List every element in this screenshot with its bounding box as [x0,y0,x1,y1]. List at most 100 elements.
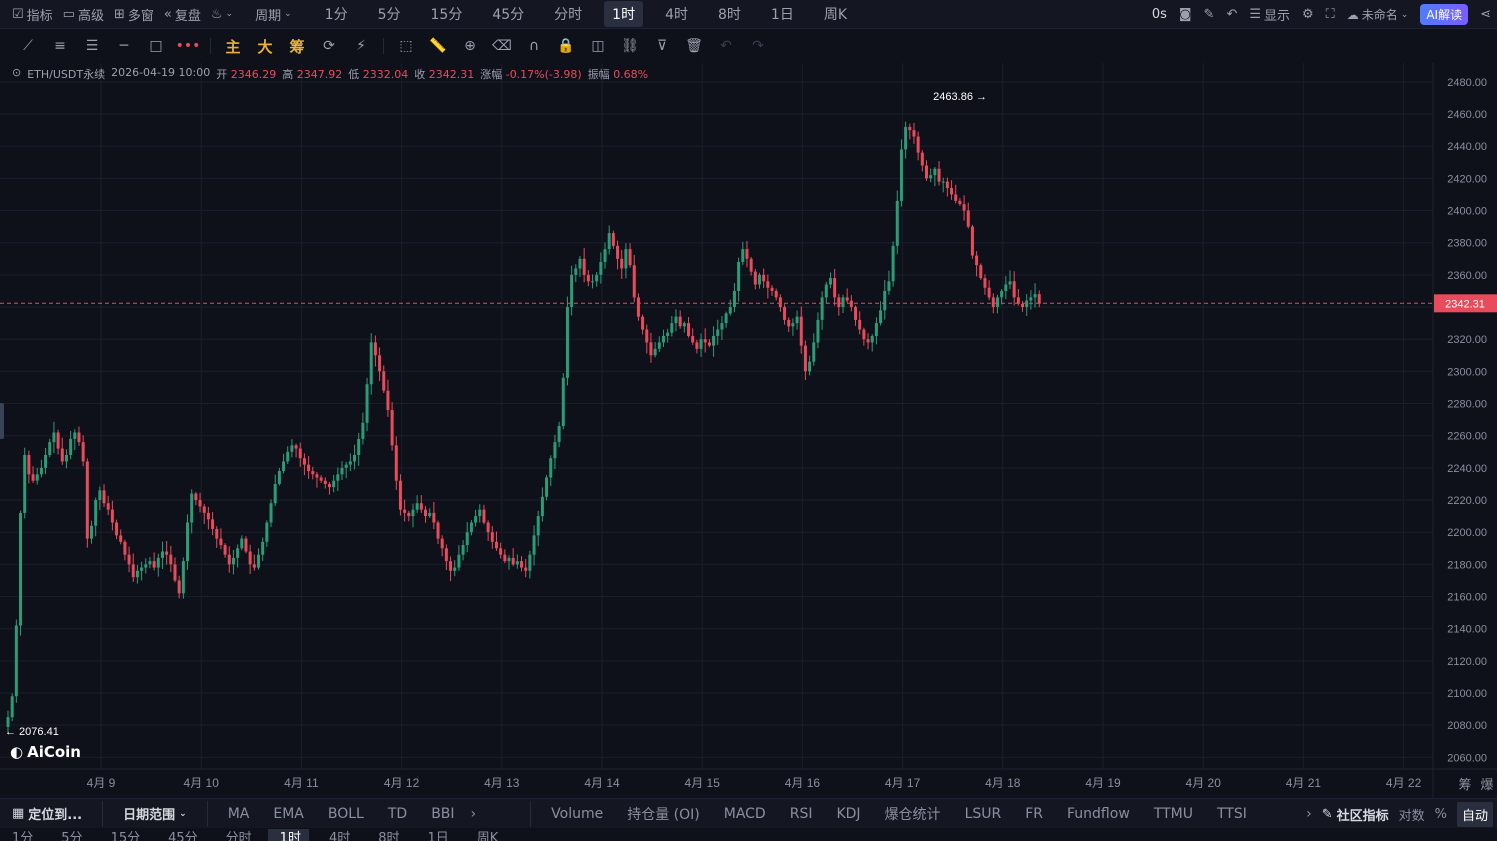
indicator-ema[interactable]: EMA [273,805,304,822]
indicator-fundflow[interactable]: Fundflow [1067,805,1130,822]
period2-week[interactable]: 周K [476,831,499,841]
indicator-lsur[interactable]: LSUR [964,805,1002,822]
replay-button[interactable]: «复盘 [163,6,201,24]
main-force-tool[interactable]: 主 [225,37,241,56]
cycle-icon[interactable]: ⟳ [323,38,335,54]
indicator-macd[interactable]: MACD [723,805,766,822]
magnet-icon[interactable]: ∩ [528,38,540,54]
zoom-icon[interactable]: ⊕ [464,38,476,54]
settings-icon[interactable]: ⚙ [1302,7,1314,22]
indicator-td[interactable]: TD [387,805,408,822]
big-order-tool[interactable]: 大 [257,37,273,56]
candle-body [10,696,14,718]
period-timeline[interactable]: 分时 [554,7,583,23]
candlestick-chart[interactable]: 2480.00 2460.00 2440.00 2420.00 2400.00 2380.… [0,63,1497,798]
indicator-kdj[interactable]: KDJ [836,805,861,822]
display-button[interactable]: ☰ 显示 [1249,7,1291,24]
layout-name-button[interactable]: ☁ 未命名 ⌄ [1346,7,1409,23]
indicator-rsi[interactable]: RSI [789,805,813,822]
candle-body [532,535,536,555]
axis-extra-label[interactable]: 爆 [1480,778,1493,793]
indicator-bbi[interactable]: BBI [431,805,455,822]
chevron-right-icon[interactable]: › [470,805,477,822]
candle-type-button[interactable]: ♨ ⌄ [211,7,233,22]
ruler-icon[interactable]: 📏 [429,38,447,54]
period2-5m[interactable]: 5分 [61,831,83,841]
period2-8h[interactable]: 8时 [378,831,400,841]
date-range-button[interactable]: 日期范围 ⌄ [123,808,187,823]
period-8h[interactable]: 8时 [718,7,741,23]
horizontal-lines-icon[interactable]: ☰ [85,38,99,54]
parallel-lines-icon[interactable]: ≡ [54,38,66,54]
undo-layout-icon[interactable]: ↶ [1226,7,1238,22]
camera-icon[interactable]: ◙ [1178,7,1192,22]
candle-body [273,483,277,504]
candle-body [657,342,661,349]
magic-icon[interactable]: ⚡ [356,38,366,54]
percent-scale-toggle[interactable]: % [1434,806,1447,822]
rectangle-icon[interactable]: □ [149,38,163,54]
eraser-icon[interactable]: ⌫ [492,38,512,54]
candle-body [106,503,110,510]
candle-body [565,307,569,378]
indicator-ma[interactable]: MA [227,805,250,822]
period-5m[interactable]: 5分 [377,7,401,23]
auto-scale-toggle[interactable]: 自动 [1456,801,1493,827]
undo-icon[interactable]: ↶ [720,38,732,54]
hide-drawings-icon[interactable]: ◫ [591,38,605,54]
trash-icon[interactable]: 🗑 [685,38,703,54]
period-menu-button[interactable]: 周期 ⌄ [255,8,292,24]
more-tools-icon[interactable]: ••• [175,38,201,54]
period-1m[interactable]: 1分 [324,7,348,23]
period2-timeline[interactable]: 分时 [225,831,252,841]
indicator-ttsi[interactable]: TTSI [1216,805,1247,822]
locate-button[interactable]: ▦ 定位到... [12,806,83,823]
chip-distribution-tool[interactable]: 筹 [289,37,305,56]
ai-interpret-button[interactable]: AI解读 [1420,4,1469,25]
horizontal-ray-icon[interactable]: ─ [119,38,129,54]
link-icon[interactable]: ⛓ [621,38,639,54]
trend-line-icon[interactable]: ⟋ [23,38,33,54]
indicator-button[interactable]: ☑ 指标 [12,6,53,24]
period-15m[interactable]: 15分 [430,7,463,23]
period-week[interactable]: 周K [823,7,848,23]
candle-body [6,717,10,727]
period-1h[interactable]: 1时 [604,1,644,27]
period2-1h[interactable]: 1时 [267,829,309,841]
select-icon[interactable]: ⬚ [399,38,413,54]
filter-icon[interactable]: ⊽ [656,38,668,54]
candle-body [553,442,557,459]
period-4h[interactable]: 4时 [665,7,688,23]
candle-body [140,567,144,571]
period2-1d[interactable]: 1日 [427,831,449,841]
price-chart[interactable]: 2480.00 2460.00 2440.00 2420.00 2400.00 2380.… [0,63,1497,798]
sidebar-handle[interactable] [0,403,4,439]
candle-body [215,528,219,539]
collapse-icon[interactable]: ⊙ [12,66,22,79]
chevron-right-icon[interactable]: › [1306,806,1312,822]
indicator-boll[interactable]: BOLL [327,805,364,822]
period-1d[interactable]: 1日 [770,7,794,23]
period-45m[interactable]: 45分 [492,7,525,23]
period2-4h[interactable]: 4时 [328,831,351,841]
period2-1m[interactable]: 1分 [12,831,34,841]
axis-extra-label[interactable]: 筹 [1458,777,1471,793]
community-indicators-button[interactable]: ✎ 社区指标 [1321,806,1389,824]
share-icon[interactable]: ⋖ [1480,7,1491,22]
indicator-ttmu[interactable]: TTMU [1153,805,1193,822]
indicator-volume[interactable]: Volume [551,805,604,822]
period2-15m[interactable]: 15分 [110,831,141,841]
fullscreen-icon[interactable]: ⛶ [1325,7,1335,22]
period2-45m[interactable]: 45分 [168,831,198,841]
indicator-oi[interactable]: 持仓量 (OI) [627,806,700,823]
advanced-button[interactable]: ▭ 高级 [62,6,104,24]
log-scale-toggle[interactable]: 对数 [1398,808,1425,824]
multi-window-button[interactable]: ⊞ 多窗 [113,6,154,24]
lock-icon[interactable]: 🔒 [557,38,575,54]
indicator-liquidation[interactable]: 爆仓统计 [884,806,941,823]
redo-icon[interactable]: ↷ [752,38,764,54]
pencil-icon[interactable]: ✎ [1203,7,1215,22]
indicator-fr[interactable]: FR [1025,805,1044,822]
candle-body [808,361,812,372]
candle-body [649,342,653,356]
